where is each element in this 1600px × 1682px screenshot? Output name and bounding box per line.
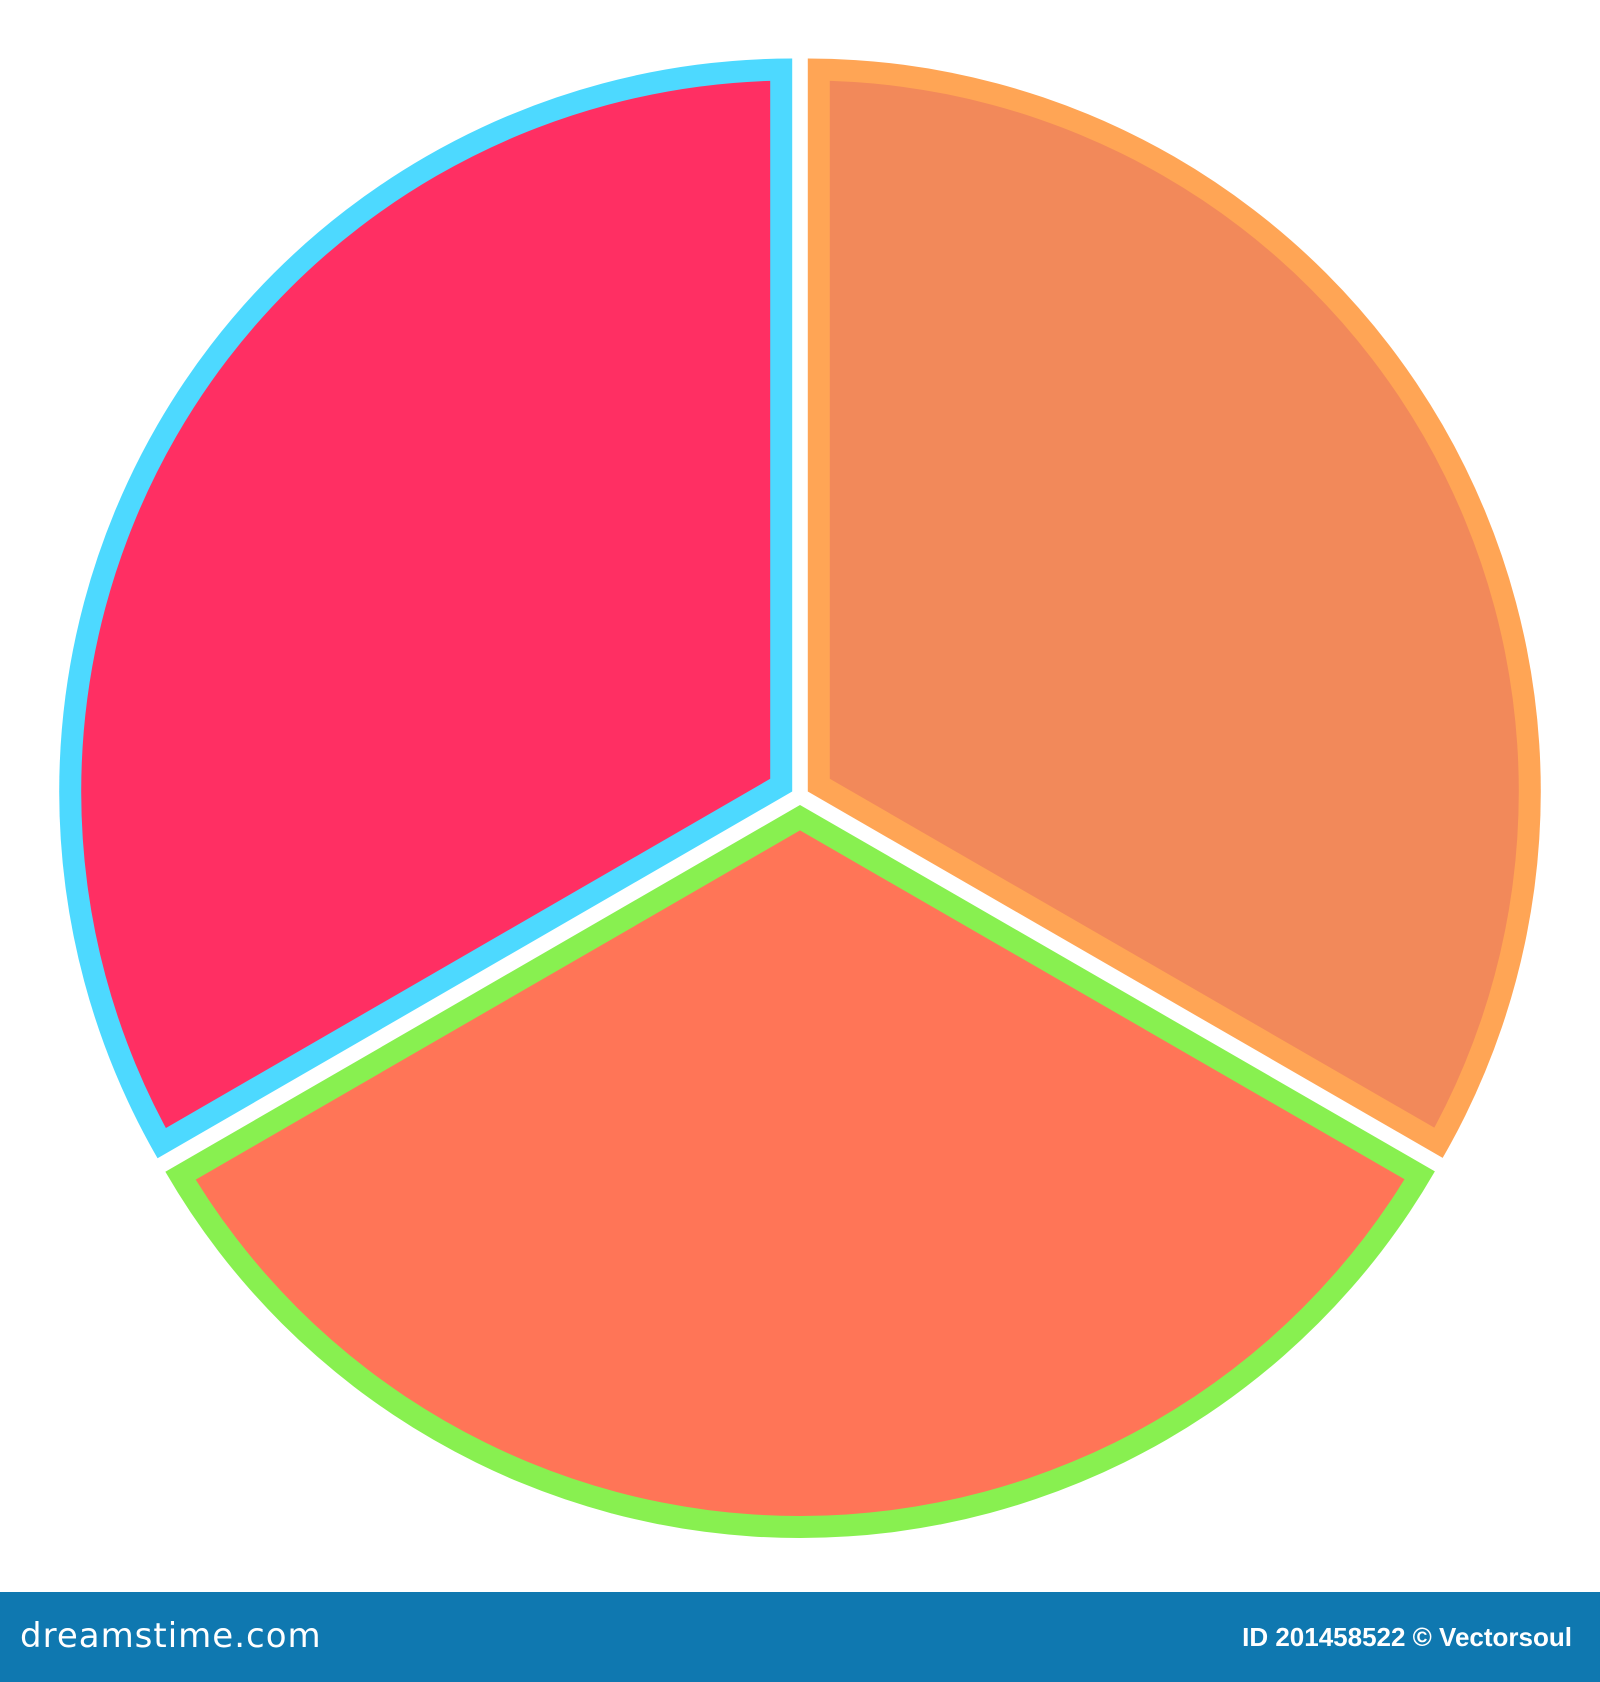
image-credit: ID 201458522 © Vectorsoul: [1242, 1622, 1572, 1652]
pie-chart: [59, 58, 1541, 1538]
pie-slice-2: [165, 805, 1435, 1538]
pie-slice-fill: [190, 830, 1410, 1516]
brand-logo[interactable]: dreamstime.com: [20, 1616, 322, 1656]
pie-slice-3: [59, 58, 793, 1159]
pie-slice-1: [807, 58, 1541, 1158]
footer-bar: dreamstime.com ID 201458522 © Vectorsoul: [0, 1592, 1600, 1682]
